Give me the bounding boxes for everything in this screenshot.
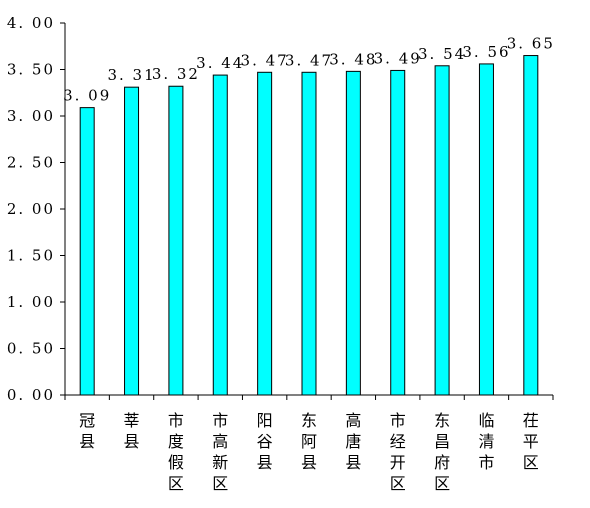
y-tick-label: 2. 00 (7, 200, 55, 218)
bar (345, 70, 361, 396)
x-tick-label-char: 县 (257, 453, 273, 472)
y-tick-label: 3. 00 (7, 107, 55, 125)
x-tick-label-char: 清 (478, 432, 494, 451)
data-label: 3. 09 (63, 87, 111, 105)
x-tick-label-char: 东 (301, 411, 317, 430)
x-tick-label-char: 高 (212, 432, 228, 451)
data-label: 3. 56 (462, 43, 510, 61)
x-tick-label-char: 莘 (124, 411, 140, 430)
x-tick-label-char: 冠 (79, 411, 95, 430)
x-tick-label-char: 阳 (257, 411, 273, 430)
bars (79, 55, 539, 396)
x-tick-label-char: 临 (478, 411, 494, 430)
bar (434, 65, 450, 396)
x-tick-label-char: 东 (434, 411, 450, 430)
x-tick-label: 茌平区 (523, 411, 539, 472)
x-tick-label-char: 市 (212, 411, 228, 430)
x-tick-label-char: 县 (301, 453, 317, 472)
x-tick-label-char: 茌 (523, 411, 539, 430)
bar (390, 69, 406, 396)
bar (168, 85, 184, 396)
axes: 0. 00 0. 50 1. 00 1. 50 2. 00 2. 50 3. 00 3. 50… (7, 14, 554, 404)
x-tick-label-char: 阿 (301, 432, 317, 451)
data-label: 3. 48 (329, 50, 377, 68)
bar (124, 86, 140, 396)
x-tick-label-char: 唐 (345, 432, 361, 451)
x-tick-label: 高唐县 (345, 411, 361, 472)
x-tick-label-char: 平 (523, 432, 539, 451)
x-tick-label-char: 区 (523, 453, 539, 472)
x-tick-label-char: 县 (124, 432, 140, 451)
bar (523, 55, 539, 396)
bar (257, 71, 273, 396)
x-tick-label-char: 县 (79, 432, 95, 451)
x-tick-label-char: 区 (434, 474, 450, 493)
bar (478, 63, 494, 396)
data-label: 3. 47 (285, 51, 333, 69)
x-tick-label-char: 度 (168, 432, 184, 451)
x-tick-label-char: 昌 (434, 432, 450, 451)
x-tick-label-char: 府 (434, 453, 450, 472)
data-label: 3. 49 (374, 49, 422, 67)
y-tick-label: 0. 00 (7, 386, 55, 404)
x-tick-label: 莘县 (124, 411, 140, 451)
x-tick-label-char: 区 (390, 474, 406, 493)
bar (79, 107, 95, 396)
x-tick-label: 东阿县 (301, 411, 317, 472)
x-tick-label-char: 区 (168, 474, 184, 493)
x-tick-label-char: 区 (212, 474, 228, 493)
x-tick-label-char: 谷 (257, 432, 273, 451)
x-tick-label-char: 市 (390, 411, 406, 430)
x-tick-label-char: 市 (168, 411, 184, 430)
x-tick-label-char: 新 (212, 453, 228, 472)
data-label: 3. 54 (418, 45, 466, 63)
y-tick-label: 1. 00 (7, 293, 55, 311)
bar (301, 71, 317, 396)
data-label: 3. 65 (507, 35, 555, 53)
bar (212, 74, 228, 396)
x-tick-label-char: 高 (345, 411, 361, 430)
data-label: 3. 32 (152, 65, 200, 83)
x-tick-label: 冠县 (79, 411, 95, 451)
x-tick-label-char: 假 (168, 453, 184, 472)
x-tick-label-char: 县 (345, 453, 361, 472)
x-tick-label-char: 开 (390, 453, 406, 472)
x-tick-label: 阳谷县 (257, 411, 273, 472)
y-tick-label: 2. 50 (7, 154, 55, 172)
x-tick-label: 临清市 (478, 411, 494, 472)
y-tick-label: 3. 50 (7, 61, 55, 79)
x-tick-label-char: 经 (390, 432, 406, 451)
data-label: 3. 47 (241, 51, 289, 69)
data-label: 3. 44 (196, 54, 244, 72)
x-tick-label-char: 市 (478, 453, 494, 472)
data-label: 3. 31 (107, 66, 155, 84)
y-tick-label: 1. 50 (7, 247, 55, 265)
y-tick-label: 0. 50 (7, 340, 55, 358)
y-tick-label: 4. 00 (7, 14, 55, 32)
